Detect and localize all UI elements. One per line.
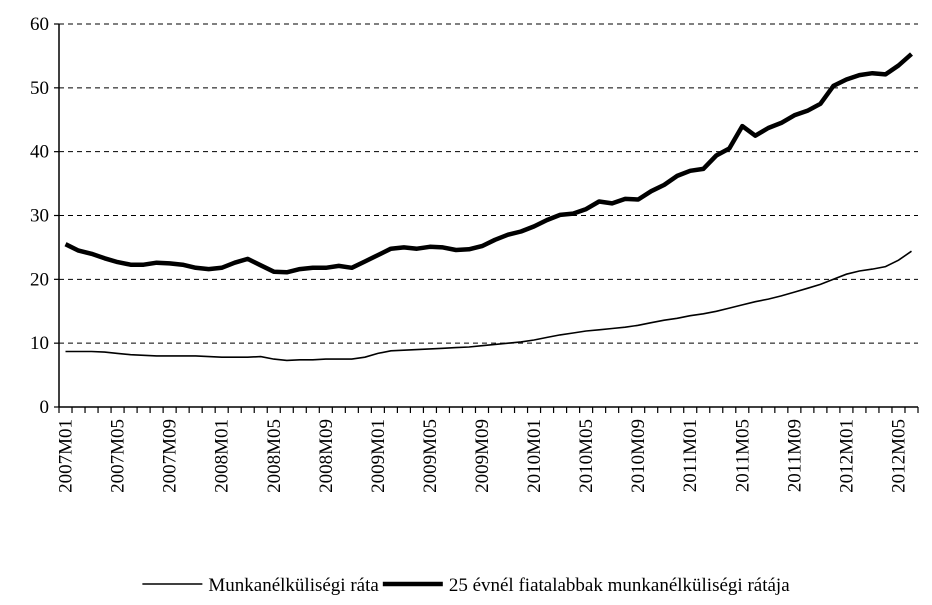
x-tick-label: 2008M09 [316, 419, 337, 493]
x-tick-label: 2009M01 [368, 419, 389, 493]
x-tick-label: 2011M09 [784, 419, 805, 492]
x-tick-label: 2007M05 [108, 419, 129, 493]
y-tick-label: 50 [30, 78, 49, 99]
x-tick-label: 2008M05 [264, 419, 285, 493]
legend-label: 25 évnél fiatalabbak munkanélküliségi rá… [449, 575, 790, 596]
series-line [65, 250, 912, 362]
y-tick-label: 20 [30, 269, 49, 290]
y-tick-label: 10 [30, 333, 49, 354]
x-tick-label: 2009M05 [420, 419, 441, 493]
y-tick-label: 60 [30, 14, 49, 35]
x-tick-label: 2012M01 [836, 419, 857, 493]
x-tick-label: 2012M05 [888, 419, 909, 493]
x-tick-label: 2009M09 [472, 419, 493, 493]
x-tick-label: 2008M01 [212, 419, 233, 493]
series-line [64, 52, 913, 275]
y-tick-label: 0 [40, 397, 50, 418]
x-tick-label: 2010M09 [628, 419, 649, 493]
y-tick-label: 30 [30, 206, 49, 227]
x-tick-label: 2011M01 [680, 419, 701, 492]
x-tick-label: 2010M05 [576, 419, 597, 493]
x-tick-label: 2011M05 [732, 419, 753, 492]
x-tick-label: 2010M01 [524, 419, 545, 493]
legend-label: Munkanélküliségi ráta [208, 575, 379, 596]
y-tick-label: 40 [30, 142, 49, 163]
x-tick-label: 2007M01 [56, 419, 77, 493]
x-tick-label: 2007M09 [160, 419, 181, 493]
